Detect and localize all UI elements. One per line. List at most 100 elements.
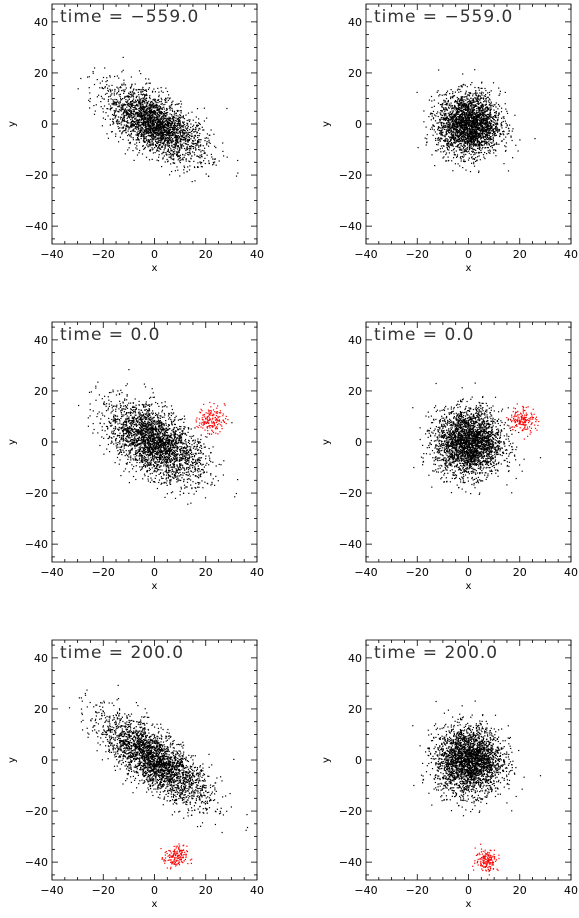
data-point [451,137,453,139]
data-point [199,128,201,130]
data-point [446,90,449,92]
data-point [161,117,163,119]
data-point [125,131,127,134]
data-point [166,125,168,127]
data-point [466,108,468,110]
data-point [112,100,114,102]
data-point [470,108,472,110]
data-point [123,124,125,126]
data-point [139,111,141,113]
data-point [463,130,465,132]
data-point [479,144,481,146]
data-point [492,128,494,130]
data-point [445,101,447,103]
data-point [130,136,132,138]
data-point [119,123,121,125]
data-point [472,135,474,137]
data-point [194,147,196,149]
data-point [198,135,200,137]
data-point [182,135,184,137]
data-point [482,130,484,132]
data-point [463,136,465,138]
data-point [197,142,199,144]
data-point [477,132,479,135]
data-point [129,117,131,119]
data-point [143,138,145,141]
data-point [498,143,500,145]
data-point [181,135,183,137]
data-point [140,127,142,129]
data-point [483,118,485,120]
data-point [494,132,496,134]
data-point [478,152,480,154]
data-point [164,147,166,149]
data-point [133,111,135,113]
data-point [154,91,156,93]
data-point [191,130,193,132]
data-point [124,96,126,98]
data-point [164,129,166,131]
data-point [157,118,159,120]
data-point [160,131,162,133]
data-point [147,113,149,115]
data-point [115,103,117,105]
data-point [174,104,176,106]
data-point [142,124,145,126]
data-point [146,117,148,120]
data-point [173,148,175,150]
data-point [480,123,482,125]
data-point [489,136,491,138]
data-point [466,123,468,125]
data-point [157,131,159,133]
data-point [496,127,498,129]
data-point [475,94,477,96]
data-point [437,115,439,118]
data-point [118,141,120,143]
data-point [137,128,139,130]
data-point [112,103,114,105]
data-point [481,120,483,122]
data-point [143,106,145,108]
data-point [456,126,459,128]
data-point [214,158,216,160]
data-point [158,135,160,137]
data-point [447,99,449,102]
data-point [459,129,461,131]
data-point [140,89,142,91]
data-point [447,160,449,162]
data-point [461,139,463,141]
data-point [163,134,165,136]
data-point [483,156,485,158]
data-point [477,117,479,119]
data-point [440,114,442,116]
data-point [145,94,147,96]
data-point [144,107,146,109]
data-point [176,154,179,156]
data-point [461,86,463,88]
data-point [146,119,148,121]
data-point [177,127,179,129]
data-point [464,137,466,139]
data-point [426,134,428,136]
data-point [131,118,133,120]
data-point [489,152,491,154]
data-point [133,102,135,104]
data-point [155,119,157,121]
data-point [98,94,100,96]
data-point [510,135,512,137]
data-point [447,130,449,132]
data-point [482,131,484,133]
data-point [157,140,159,142]
data-point [156,141,158,143]
data-point [154,132,156,134]
data-point [445,107,447,110]
data-point [463,139,465,141]
data-point [441,126,443,128]
data-point [115,110,117,112]
data-point [138,94,140,96]
data-point [119,93,121,95]
data-point [462,137,465,139]
data-point [192,151,194,153]
data-point [142,128,144,130]
data-point [454,129,456,131]
